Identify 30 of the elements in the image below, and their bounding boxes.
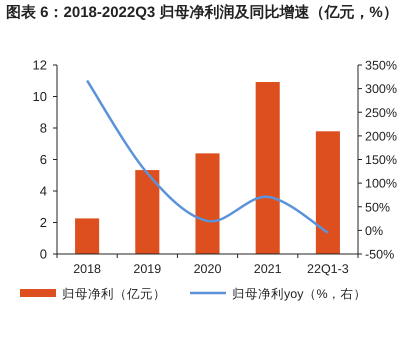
- y2-tick-label: 200%: [365, 129, 397, 144]
- bar: [135, 170, 160, 254]
- bar: [195, 153, 220, 254]
- y-tick-label: 10: [32, 89, 47, 104]
- line-series: [86, 79, 330, 234]
- bar: [75, 218, 100, 254]
- y-tick-label: 8: [40, 120, 47, 136]
- bar: [316, 131, 340, 254]
- x-tick-label: 2018: [73, 262, 102, 276]
- y2-tick-label: 150%: [365, 153, 397, 167]
- y2-tick-label: 250%: [365, 106, 397, 120]
- x-tick-label: 2020: [194, 262, 222, 276]
- y-tick-label: 6: [40, 152, 47, 167]
- y2-tick-label: 100%: [365, 176, 397, 191]
- y-tick-label: 12: [32, 58, 47, 72]
- y2-tick-label: 300%: [365, 82, 397, 96]
- chart-title: 图表 6：2018-2022Q3 归母净利润及同比增速（亿元，%）: [6, 3, 399, 23]
- legend-label: 归母净利yoy（%，右）: [232, 287, 367, 301]
- x-tick-label: 22Q1-3: [307, 262, 349, 276]
- legend-label: 归母净利（亿元）: [62, 287, 166, 301]
- y-tick-label: 4: [40, 184, 47, 198]
- bar: [256, 82, 280, 254]
- y2-tick-label: -50%: [365, 248, 394, 262]
- y2-tick-label: 50%: [365, 200, 390, 214]
- x-tick-label: 2021: [254, 262, 282, 276]
- y2-tick-label: 350%: [365, 58, 397, 72]
- y2-tick-label: 0%: [365, 224, 384, 238]
- y-tick-label: 2: [40, 215, 47, 230]
- y-tick-label: 0: [40, 246, 47, 262]
- x-tick-label: 2019: [133, 262, 162, 276]
